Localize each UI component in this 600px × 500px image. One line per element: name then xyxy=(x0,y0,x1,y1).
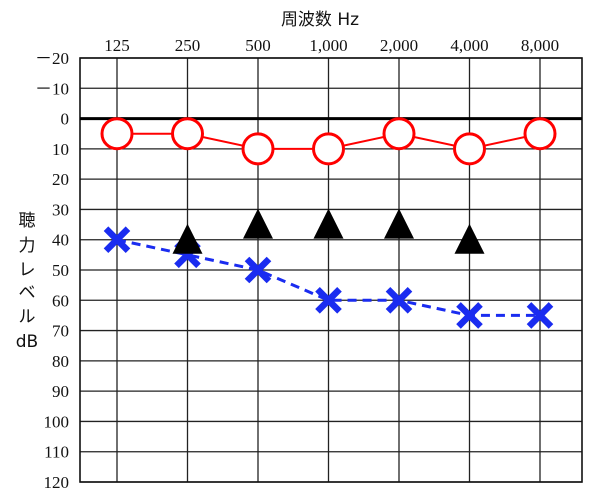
data-point-circle xyxy=(523,117,557,151)
data-point-triangle xyxy=(313,208,344,239)
y-tick-label: 50 xyxy=(52,261,69,280)
x-tick-label: 1,000 xyxy=(309,36,347,55)
data-point-circle xyxy=(171,117,204,151)
y-tick-label: 80 xyxy=(52,352,69,371)
series-layer xyxy=(100,117,557,329)
x-tick-label: 250 xyxy=(175,36,201,55)
data-point-cross xyxy=(103,226,131,254)
data-point-circle xyxy=(312,132,345,166)
data-point-cross xyxy=(526,302,554,329)
y-axis-label-line: レ xyxy=(19,260,36,280)
y-axis-label-line: ル xyxy=(19,307,36,327)
y-tick-label: 70 xyxy=(52,322,69,341)
data-point-triangle xyxy=(454,223,485,254)
y-tick-label: 110 xyxy=(44,443,69,462)
y-axis-label-line: dB xyxy=(16,332,38,352)
series-circle xyxy=(100,117,557,166)
y-axis-label-line: 聴 xyxy=(19,211,36,231)
x-tick-label: 4,000 xyxy=(450,36,488,55)
y-tick-label: 120 xyxy=(44,473,70,492)
y-tick-label: 0 xyxy=(61,110,70,129)
data-point-circle xyxy=(241,132,275,166)
y-tick-label: 10 xyxy=(52,140,69,159)
y-tick-label: 60 xyxy=(52,291,69,310)
data-point-cross xyxy=(385,286,413,314)
x-tick-label: 500 xyxy=(245,36,271,55)
y-tick-label: 30 xyxy=(52,200,69,219)
chart-title: 周波数 Hz xyxy=(281,10,359,30)
data-point-circle xyxy=(453,132,486,166)
data-point-cross xyxy=(315,286,342,314)
data-point-triangle xyxy=(243,208,273,239)
y-tick-labels: －20 －10 0 10 20 30 40 50 60 70 80 90 100 110 120 xyxy=(35,49,69,492)
x-tick-labels: 125 250 500 1,000 2,000 4,000 8,000 xyxy=(104,36,559,55)
y-axis-label-line: ベ xyxy=(19,283,36,303)
y-tick-label: 20 xyxy=(52,170,69,189)
data-point-triangle xyxy=(172,223,203,254)
data-point-circle xyxy=(382,117,416,151)
y-axis-label-line: 力 xyxy=(19,236,36,256)
series-cross xyxy=(103,226,554,329)
x-tick-label: 2,000 xyxy=(380,36,418,55)
y-tick-label: －10 xyxy=(35,79,69,98)
x-tick-label: 125 xyxy=(104,36,130,55)
grid xyxy=(80,57,582,483)
y-tick-label: －20 xyxy=(35,49,69,68)
y-tick-label: 40 xyxy=(52,231,69,250)
series-triangle xyxy=(172,208,485,254)
x-tick-label: 8,000 xyxy=(521,36,559,55)
data-point-cross xyxy=(456,302,483,329)
data-point-triangle xyxy=(384,208,414,239)
data-point-circle xyxy=(100,117,134,151)
plot-border xyxy=(79,57,583,483)
data-point-cross xyxy=(244,256,272,284)
y-tick-label: 90 xyxy=(52,382,69,401)
plot-frame xyxy=(79,57,583,483)
y-tick-label: 100 xyxy=(44,412,70,431)
